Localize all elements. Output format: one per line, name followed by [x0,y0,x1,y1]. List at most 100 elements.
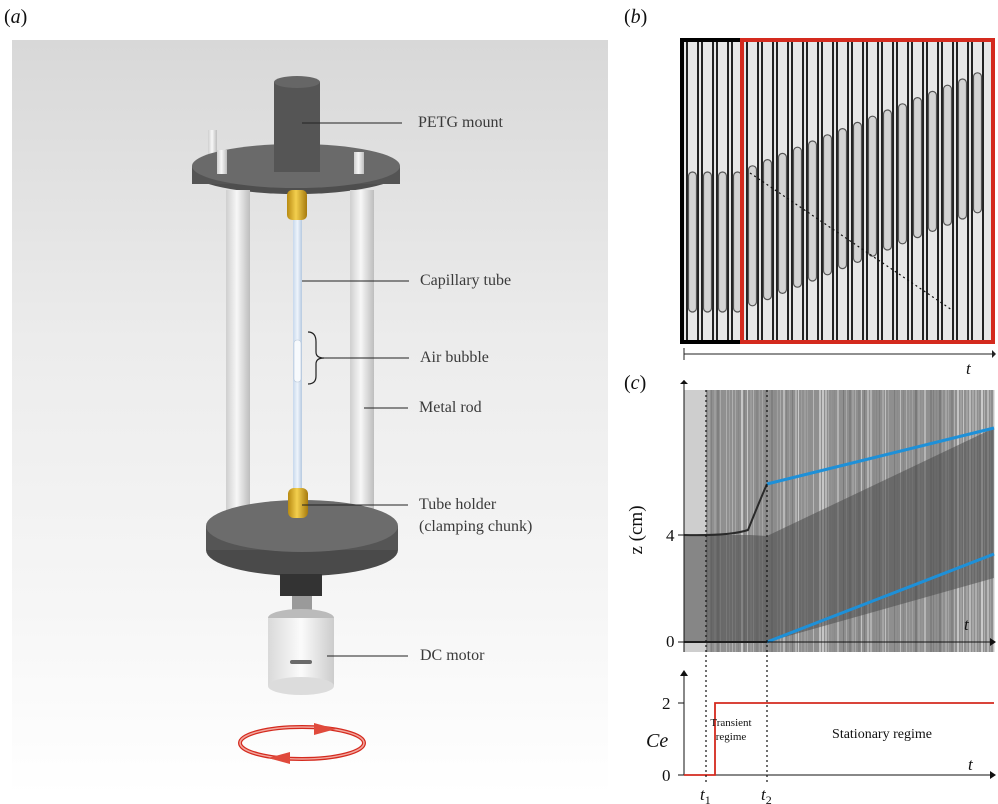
z-tick-label-4: 4 [666,526,675,545]
tube-wall-right [892,42,894,340]
bubble-trajectory-line [749,172,953,311]
bubble-frame [762,158,773,301]
tube-wall-left [881,42,883,340]
tube-wall-right [757,42,759,340]
tube-wall-left [776,42,778,340]
time-axis-label: t [966,359,972,378]
upper-tube-holder [287,190,307,220]
tube-wall-left [956,42,958,340]
label-capillary-tube: Capillary tube [420,272,512,289]
texture-stripe [735,390,736,652]
tube-wall-right [832,42,834,340]
texture-stripe [792,390,793,652]
bubble-frame [852,121,863,264]
bubble-brace [307,331,325,385]
tube-wall-left [851,42,853,340]
bubble-frame [687,171,698,313]
tube-wall-left [806,42,808,340]
tube-wall-right [817,42,819,340]
texture-stripe [729,390,730,652]
apparatus-illustration [192,76,409,764]
tube-wall-left [911,42,913,340]
texture-stripe [744,390,745,652]
lower-plate [206,500,398,552]
texture-stripe [741,390,743,652]
tube-wall-right [712,42,714,340]
lower-tube-holder [288,488,308,518]
bubble-frame [867,115,878,257]
tube-wall-right [967,42,969,340]
tube-wall-right [862,42,864,340]
texture-stripe [714,390,716,652]
annotation-regime: regime [716,731,747,743]
annotation-stationary: Stationary regime [832,727,932,742]
bubble-frame [897,103,908,245]
label-clamping-chunk: (clamping chunk) [419,518,533,535]
label-dc-motor: DC motor [420,647,485,664]
ce-axis-label: Ce [646,730,668,752]
texture-stripe [777,390,778,652]
texture-stripe [765,390,767,652]
tube-wall-left [731,42,733,340]
bubble-frame [747,165,758,307]
tube-frames [686,42,984,340]
bubble-frame [777,152,788,295]
bubble-frame [957,78,968,220]
time-axis-arrow [992,350,996,358]
z-axis-arrow [680,380,688,384]
tube-wall-right [907,42,909,340]
bubble-frame [822,134,833,276]
panel-b-label: (b) [624,6,648,28]
tube-wall-right [787,42,789,340]
texture-stripe [717,390,719,652]
petg-mount-top [274,76,320,88]
tube-wall-left [791,42,793,340]
label-petg-mount: PETG mount [418,114,503,131]
label-air-bubble: Air bubble [420,349,489,366]
bubble-frame [972,72,983,214]
ce-time-axis-label: t [968,755,974,774]
z-tick-label-0: 0 [666,632,675,651]
bubble-frame [717,171,728,313]
air-bubble [293,339,302,383]
stationary-frames-box [740,38,995,344]
bubble-band [684,428,994,642]
texture-stripe [726,390,727,652]
tube-wall-right [982,42,984,340]
fit-line-bottom [766,552,995,644]
texture-stripe [720,390,721,652]
panel-b-image-sequence: t [680,38,996,378]
texture-stripe [774,390,776,652]
tube-wall-right [922,42,924,340]
texture-stripe [798,390,799,652]
marker-t1-label: t1 [700,785,711,804]
tube-wall-left [821,42,823,340]
fit-line-top [766,426,995,486]
tube-wall-left [701,42,703,340]
tube-wall-right [847,42,849,340]
tube-wall-left [761,42,763,340]
texture-stripe [780,390,781,652]
bubble-frame [807,140,818,282]
apparatus-render [12,40,608,795]
texture-stripe [756,390,758,652]
texture-stripe [762,390,763,652]
tube-wall-right [727,42,729,340]
tube-wall-left [941,42,943,340]
tube-wall-left [926,42,928,340]
bubble-frame [702,171,713,313]
motor-coupler [280,574,322,596]
texture-stripe [747,390,748,652]
rotation-arrowhead-top [314,723,336,735]
texture-stripe [753,390,754,652]
dc-motor [268,618,334,686]
tube-wall-left [866,42,868,340]
spacetime-time-label: t [964,615,970,634]
petg-mount [274,82,320,172]
ce-time-axis-arrow [990,771,996,779]
texture-stripe [723,390,725,652]
panel-c-figure: 4 0 z (cm) 02 Ce t t Transient regime St… [626,380,996,804]
bubble-frame [942,84,953,226]
bubble-frame [837,127,848,270]
texture-stripe [783,390,785,652]
